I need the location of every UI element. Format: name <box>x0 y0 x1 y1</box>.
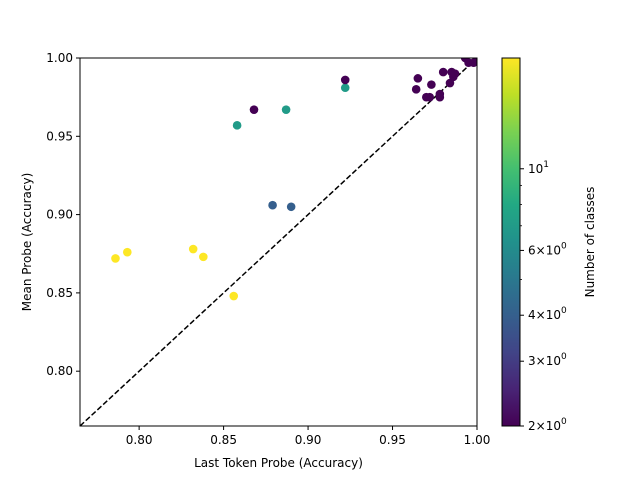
x-axis: 0.80 0.85 0.90 0.95 1.00 <box>126 426 491 447</box>
y-axis-label: Mean Probe (Accuracy) <box>20 173 34 312</box>
data-point <box>199 252 208 262</box>
data-point <box>249 105 259 114</box>
points-layer <box>111 58 477 301</box>
x-tick-label: 1.00 <box>464 433 491 447</box>
data-point <box>411 85 421 94</box>
colorbar-frame <box>501 57 521 427</box>
data-point <box>472 58 477 64</box>
data-point <box>232 121 242 130</box>
data-point <box>281 105 291 114</box>
data-point <box>340 83 350 93</box>
data-point <box>427 80 436 89</box>
colorbar-tick-label: 4×100 <box>528 306 567 322</box>
y-axis: 0.80 0.85 0.90 0.95 1.00 <box>46 51 80 378</box>
y-tick-label: 0.90 <box>46 208 73 222</box>
data-point <box>111 254 120 263</box>
data-point <box>450 69 460 78</box>
data-point <box>425 92 434 102</box>
colorbar-gradient <box>502 58 520 426</box>
y-tick-label: 0.80 <box>46 364 73 378</box>
x-tick-label: 0.85 <box>210 433 237 447</box>
colorbar: 2×100 3×100 4×100 6×100 101 Number of classe… <box>501 57 597 433</box>
y-tick-label: 1.00 <box>46 51 73 65</box>
colorbar-tick-label: 2×100 <box>528 417 567 433</box>
data-point <box>435 92 445 102</box>
y-tick-label: 0.95 <box>46 129 73 143</box>
colorbar-tick-label: 6×100 <box>528 241 567 257</box>
data-point <box>340 75 350 85</box>
data-point <box>438 67 448 77</box>
reference-line-layer <box>80 58 477 426</box>
data-point <box>123 247 132 257</box>
x-tick-label: 0.90 <box>295 433 322 447</box>
data-point <box>229 291 239 301</box>
data-point <box>268 200 277 210</box>
reference-diagonal-line <box>80 58 477 426</box>
colorbar-tick-label: 3×100 <box>528 352 567 368</box>
x-axis-label: Last Token Probe (Accuracy) <box>194 456 363 470</box>
colorbar-label: Number of classes <box>583 187 597 298</box>
y-tick-label: 0.85 <box>46 286 73 300</box>
data-point <box>413 74 423 83</box>
data-point <box>286 202 296 212</box>
plot-frame <box>79 57 478 427</box>
colorbar-ticks: 2×100 3×100 4×100 6×100 101 <box>520 160 567 433</box>
data-point <box>188 244 198 254</box>
x-tick-label: 0.80 <box>126 433 153 447</box>
x-tick-label: 0.95 <box>379 433 406 447</box>
colorbar-tick-label: 101 <box>528 160 549 176</box>
